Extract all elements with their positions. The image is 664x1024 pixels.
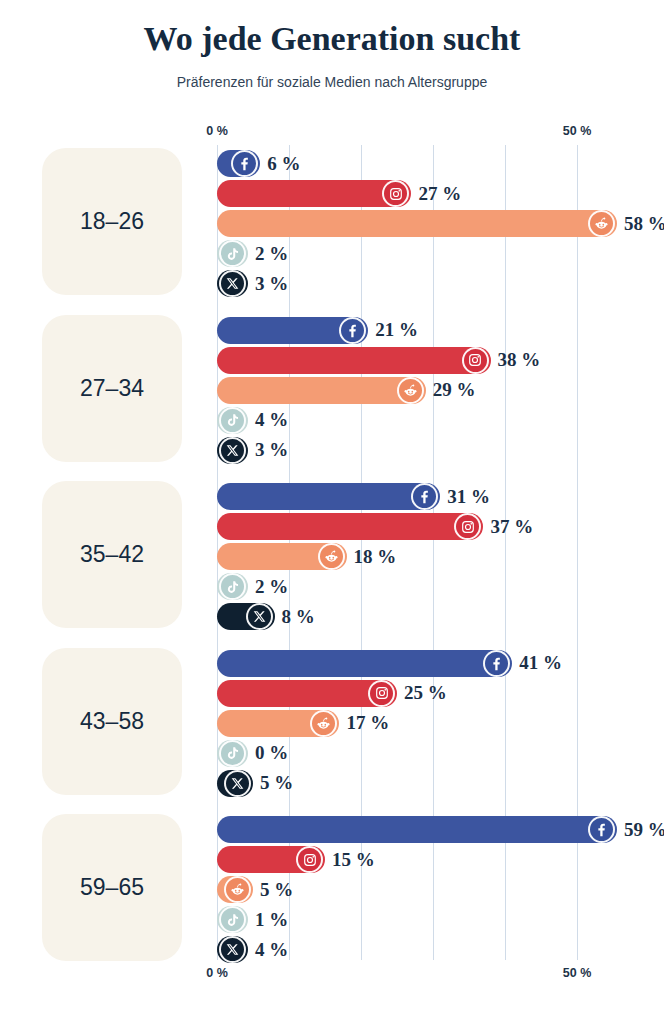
bar-value-label: 2 %: [255, 573, 288, 600]
facebook-icon: [231, 150, 258, 177]
age-group-label: 18–26: [80, 208, 144, 235]
axis-tick-top-0: 0 %: [206, 124, 228, 138]
bar-value-label: 4 %: [255, 407, 288, 434]
age-group-box: 43–58: [42, 648, 182, 795]
age-group-box: 18–26: [42, 148, 182, 295]
age-group-label: 27–34: [80, 375, 144, 402]
bar-value-label: 41 %: [519, 650, 562, 677]
age-group-box: 27–34: [42, 315, 182, 462]
reddit-icon: [588, 210, 615, 237]
bar-instagram-27–34: [217, 347, 491, 374]
bar-facebook-43–58: [217, 650, 512, 677]
bar-value-label: 0 %: [255, 740, 288, 767]
bar-facebook-59–65: [217, 816, 617, 843]
reddit-icon: [318, 543, 345, 570]
bar-value-label: 31 %: [447, 483, 490, 510]
tiktok-icon: [219, 573, 246, 600]
age-group-box: 59–65: [42, 814, 182, 961]
instagram-icon: [368, 680, 395, 707]
bar-value-label: 58 %: [624, 210, 664, 237]
tiktok-icon: [219, 407, 246, 434]
bar-value-label: 37 %: [490, 513, 533, 540]
tiktok-icon: [219, 240, 246, 267]
bar-value-label: 4 %: [255, 936, 288, 963]
bar-value-label: 27 %: [418, 180, 461, 207]
bar-value-label: 3 %: [255, 270, 288, 297]
x-icon: [219, 270, 246, 297]
x-icon: [219, 936, 246, 963]
bar-value-label: 25 %: [404, 680, 447, 707]
reddit-icon: [310, 710, 337, 737]
reddit-icon: [397, 377, 424, 404]
age-group-label: 59–65: [80, 874, 144, 901]
bar-value-label: 3 %: [255, 437, 288, 464]
bar-value-label: 1 %: [255, 906, 288, 933]
bar-value-label: 29 %: [433, 377, 476, 404]
bar-value-label: 17 %: [346, 710, 389, 737]
tiktok-icon: [219, 740, 246, 767]
x-icon: [219, 437, 246, 464]
bar-instagram-35–42: [217, 513, 483, 540]
bar-value-label: 38 %: [498, 347, 541, 374]
axis-tick-bottom-1: 50 %: [563, 966, 592, 980]
facebook-icon: [483, 650, 510, 677]
bar-value-label: 2 %: [255, 240, 288, 267]
facebook-icon: [588, 816, 615, 843]
age-group-label: 43–58: [80, 708, 144, 735]
bar-value-label: 8 %: [282, 603, 315, 630]
bar-value-label: 5 %: [260, 770, 293, 797]
bar-value-label: 18 %: [354, 543, 397, 570]
bar-value-label: 59 %: [624, 816, 664, 843]
bar-value-label: 6 %: [267, 150, 300, 177]
facebook-icon: [339, 317, 366, 344]
reddit-icon: [224, 876, 251, 903]
x-icon: [246, 603, 273, 630]
age-group-label: 35–42: [80, 541, 144, 568]
bar-value-label: 5 %: [260, 876, 293, 903]
facebook-icon: [411, 483, 438, 510]
axis-tick-bottom-0: 0 %: [206, 966, 228, 980]
x-icon: [224, 770, 251, 797]
instagram-icon: [296, 846, 323, 873]
age-group-box: 35–42: [42, 481, 182, 628]
bar-value-label: 15 %: [332, 846, 375, 873]
bar-reddit-27–34: [217, 377, 426, 404]
axis-tick-top-1: 50 %: [563, 124, 592, 138]
chart-title: Wo jede Generation sucht: [0, 20, 664, 58]
tiktok-icon: [219, 906, 246, 933]
bar-reddit-18–26: [217, 210, 617, 237]
instagram-icon: [462, 347, 489, 374]
bar-value-label: 21 %: [375, 317, 418, 344]
chart-subtitle: Präferenzen für soziale Medien nach Alte…: [0, 74, 664, 90]
bar-facebook-35–42: [217, 483, 440, 510]
infographic: Wo jede Generation sucht Präferenzen für…: [0, 0, 664, 1024]
